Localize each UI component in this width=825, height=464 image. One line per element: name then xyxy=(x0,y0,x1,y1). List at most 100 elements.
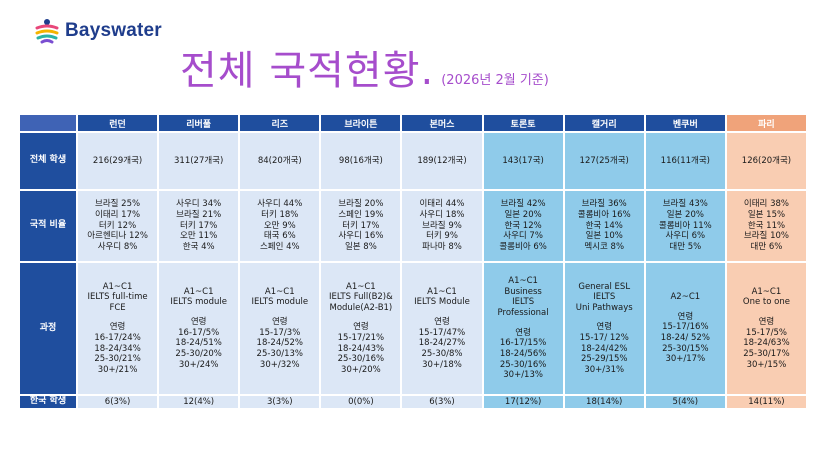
nationality-entry: 대만 5% xyxy=(669,241,702,252)
age-title: 연령 xyxy=(434,317,450,328)
nationality-cell: 브라질 36% 콜롬비아 16% 한국 14% 일본 10% 멕시코 8% xyxy=(562,189,646,263)
nationality-row: 국적 비율 브라질 25% 이태리 17% 터키 12% 아르헨티나 12% 사우디 8… xyxy=(18,189,809,263)
nationality-entry: 터키 9% xyxy=(426,231,458,242)
city-header: 본머스 xyxy=(400,113,484,133)
nationality-cell: 브라질 43% 일본 20% 콜롬비아 11% 사우디 6% 대만 5% xyxy=(643,189,727,263)
nationality-entry: 터키 17% xyxy=(180,220,218,231)
nationality-entry: 대만 6% xyxy=(750,241,783,252)
nationality-entry: 태국 6% xyxy=(263,231,296,242)
nationality-cell: 브라질 25% 이태리 17% 터키 12% 아르헨티나 12% 사우디 8% xyxy=(75,189,160,263)
age-entry: 25-30/16% xyxy=(337,354,385,365)
row-label-total: 전체 학생 xyxy=(18,131,78,191)
course-row: 과정 A1~C1 IELTS full-time FCE 연령 16-17/24% 18-… xyxy=(18,261,809,396)
age-entry: 30+/18% xyxy=(422,359,462,370)
age-entry: 30+/21% xyxy=(97,364,138,375)
nationality-entry: 터키 12% xyxy=(98,220,137,231)
nationality-entry: 터키 18% xyxy=(261,210,299,221)
age-entry: 25-30/8% xyxy=(421,348,463,359)
nationality-entry: 일본 20% xyxy=(504,210,542,221)
age-entry: 15-17/16% xyxy=(662,322,709,333)
nationality-entry: 한국 11% xyxy=(747,220,786,231)
course-program: A1~C1 xyxy=(346,281,376,292)
course-program: IELTS Full(B2)& xyxy=(328,292,393,303)
korean-cell: 0(0%) xyxy=(319,394,403,410)
age-title: 연령 xyxy=(677,311,694,322)
nationality-entry: 브라질 25% xyxy=(95,199,141,210)
nationality-entry: 브라질 20% xyxy=(338,199,384,210)
nationality-cell: 이태리 38% 일본 15% 한국 11% 브라질 10% 대만 6% xyxy=(724,189,809,263)
course-program: Professional xyxy=(497,308,549,319)
nationality-entry: 한국 12% xyxy=(504,220,542,231)
spacer xyxy=(647,303,724,312)
nationality-entry: 브라질 10% xyxy=(743,231,789,242)
row-label-course: 과정 xyxy=(18,261,78,396)
nationality-entry: 브라질 9% xyxy=(422,220,462,231)
age-entry: 15-17/3% xyxy=(259,327,301,338)
nationality-entry: 브라질 42% xyxy=(500,199,546,210)
nationality-entry: 오만 9% xyxy=(263,220,296,231)
nationality-entry: 브라질 21% xyxy=(176,210,222,221)
row-label-nationality: 국적 비율 xyxy=(18,189,78,263)
nationality-entry: 한국 14% xyxy=(585,220,623,231)
nationality-entry: 터키 17% xyxy=(342,220,380,231)
age-title: 연령 xyxy=(271,317,288,328)
age-entry: 25-30/16% xyxy=(499,359,547,370)
age-entry: 16-17/5% xyxy=(178,327,220,338)
nationality-entry: 오만 11% xyxy=(180,231,218,242)
korean-cell: 6(3%) xyxy=(75,394,160,410)
city-header: 벤쿠버 xyxy=(643,113,727,133)
total-cell: 98(16개국) xyxy=(319,131,403,191)
total-cell: 189(12개국) xyxy=(400,131,484,191)
age-entry: 18-24/27% xyxy=(418,338,466,349)
course-program: A1~C1 xyxy=(102,281,133,292)
page-title-dot: . xyxy=(420,48,434,94)
age-entry: 30+/24% xyxy=(178,359,219,370)
age-entry: 18-24/42% xyxy=(580,343,628,354)
age-entry: 18-24/63% xyxy=(743,338,790,349)
nationality-cell: 이태리 44% 사우디 18% 브라질 9% 터키 9% 파나마 8% xyxy=(400,189,484,263)
age-entry: 18-24/43% xyxy=(337,343,385,354)
nationality-entry: 사우디 16% xyxy=(338,231,384,242)
page-title: 전체 국적현황 xyxy=(180,48,421,94)
course-program: General ESL xyxy=(578,281,631,292)
row-label-korean: 한국 학생 xyxy=(18,394,78,410)
city-header: 캘거리 xyxy=(562,113,646,133)
course-program: Business xyxy=(504,286,542,297)
age-entry: 16-17/24% xyxy=(94,333,141,343)
course-cell: General ESL IELTS Uni Pathways 연령 15-17/ 12%… xyxy=(562,261,646,396)
age-entry: 30+/20% xyxy=(341,364,381,375)
bayswater-logo-mark-icon xyxy=(35,19,59,44)
header-corner xyxy=(18,113,78,133)
age-entry: 15-17/21% xyxy=(337,333,385,343)
age-entry: 18-24/56% xyxy=(499,348,547,359)
city-header: 파리 xyxy=(724,113,809,133)
nationality-entry: 사우디 6% xyxy=(665,231,706,242)
course-cell: A1~C1 IELTS full-time FCE 연령 16-17/24% 18-24/… xyxy=(75,261,160,396)
total-cell: 126(20개국) xyxy=(724,131,809,191)
age-title: 연령 xyxy=(109,322,126,333)
korean-cell: 17(12%) xyxy=(481,394,565,410)
course-program: IELTS xyxy=(593,292,616,303)
course-cell: A2~C1 연령 15-17/16% 18-24/ 52% 25-30/15% 30+/1… xyxy=(643,261,727,396)
course-program: A1~C1 xyxy=(427,286,457,297)
course-program: A1~C1 xyxy=(508,276,538,287)
course-program: One to one xyxy=(742,297,790,308)
course-program: Uni Pathways xyxy=(575,302,633,313)
nationality-cell: 브라질 42% 일본 20% 한국 12% 사우디 7% 콜롬비아 6% xyxy=(481,189,565,263)
bayswater-logo: Bayswater xyxy=(34,18,162,44)
page-subtitle: (2026년 2월 기준) xyxy=(441,73,549,88)
nationality-entry: 일본 20% xyxy=(666,210,704,221)
nationality-entry: 이태리 38% xyxy=(743,199,789,210)
course-program: A1~C1 xyxy=(183,286,214,297)
nationality-cell: 사우디 44% 터키 18% 오만 9% 태국 6% 스페인 4% xyxy=(238,189,322,263)
spacer xyxy=(403,308,480,317)
age-entry: 30+/13% xyxy=(503,370,543,381)
age-title: 연령 xyxy=(758,317,775,328)
korean-cell: 18(14%) xyxy=(562,394,646,410)
course-program: IELTS Module xyxy=(414,297,470,308)
course-program: A1~C1 xyxy=(751,286,782,297)
total-cell: 143(17국) xyxy=(481,131,565,191)
total-cell: 311(27개국) xyxy=(157,131,241,191)
spacer xyxy=(160,308,237,317)
course-cell: A1~C1 IELTS module 연령 15-17/3% 18-24/52% 25-3… xyxy=(238,261,322,396)
